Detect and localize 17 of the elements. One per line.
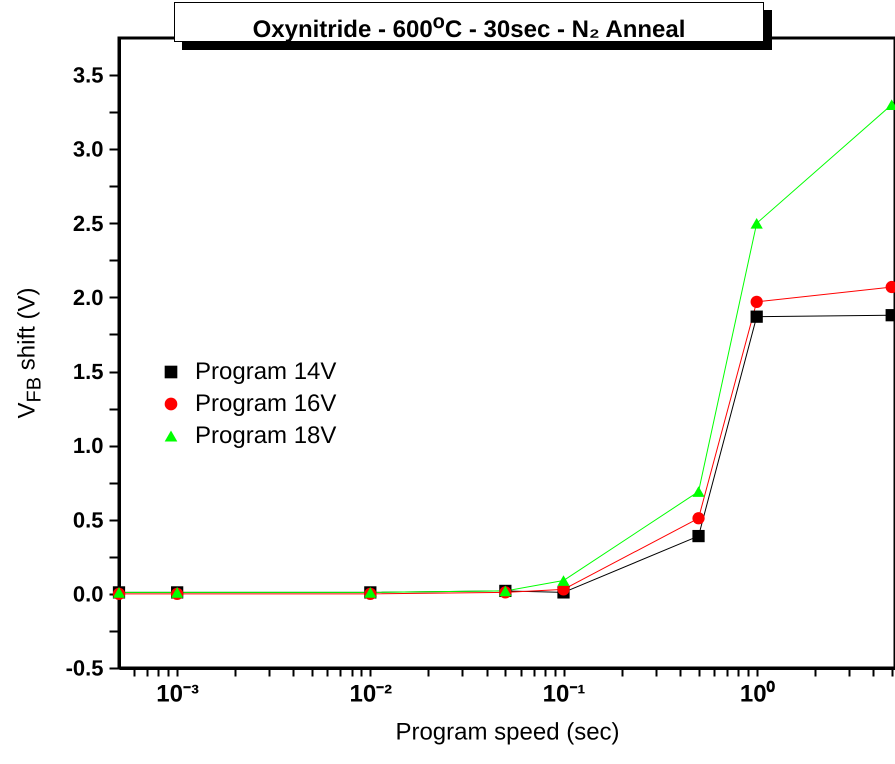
y-tick-label: 3.0 bbox=[72, 136, 104, 162]
y-tick-label: 0.5 bbox=[72, 507, 104, 532]
legend-label: Program 14V bbox=[195, 358, 336, 385]
x-tick-label: 10⁻² bbox=[349, 680, 392, 708]
y-tick-label: -0.5 bbox=[66, 656, 104, 680]
x-tick-label: 10⁰ bbox=[740, 680, 776, 708]
y-tick-label: 1.5 bbox=[72, 359, 104, 384]
legend-label: Program 16V bbox=[195, 390, 336, 417]
y-tick-label: 1.0 bbox=[72, 433, 104, 458]
y-tick-label: 2.0 bbox=[72, 284, 104, 310]
legend-label: Program 18V bbox=[195, 422, 336, 449]
y-tick-label: 3.5 bbox=[72, 62, 104, 88]
y-tick-label: 0.0 bbox=[72, 581, 104, 606]
x-tick-label: 10⁻¹ bbox=[542, 680, 586, 708]
x-tick-label: 10⁻³ bbox=[156, 680, 200, 708]
y-tick-label: 2.5 bbox=[72, 210, 104, 236]
x-axis-title: Program speed (sec) bbox=[395, 718, 620, 746]
